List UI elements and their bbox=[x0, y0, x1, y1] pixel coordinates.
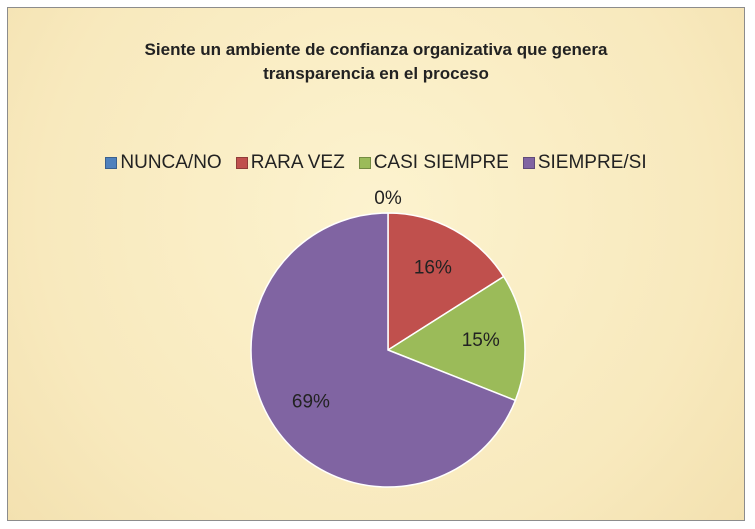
legend-item: CASI SIEMPRE bbox=[358, 152, 509, 174]
pie-slice bbox=[250, 212, 517, 488]
pie-slice bbox=[387, 212, 505, 352]
legend-label: CASI SIEMPRE bbox=[373, 152, 509, 173]
legend-swatch bbox=[235, 157, 248, 169]
data-label: 16% bbox=[414, 257, 452, 278]
data-label: 0% bbox=[374, 188, 402, 209]
legend-swatch bbox=[522, 157, 535, 169]
legend-label: NUNCA/NO bbox=[120, 152, 222, 173]
legend: NUNCA/NO RARA VEZ CASI SIEMPRE SIEMPRE/SI bbox=[8, 152, 744, 174]
legend-label: SIEMPRE/SI bbox=[537, 152, 647, 173]
legend-item: SIEMPRE/SI bbox=[522, 152, 647, 174]
chart-title: Siente un ambiente de confianza organiza… bbox=[144, 40, 608, 83]
legend-item: NUNCA/NO bbox=[105, 152, 222, 174]
data-label: 15% bbox=[462, 330, 500, 351]
data-label: 69% bbox=[292, 391, 330, 412]
legend-item: RARA VEZ bbox=[235, 152, 345, 174]
legend-swatch bbox=[358, 157, 371, 169]
pie-slice bbox=[386, 275, 526, 402]
legend-swatch bbox=[105, 157, 118, 169]
legend-label: RARA VEZ bbox=[250, 152, 345, 173]
